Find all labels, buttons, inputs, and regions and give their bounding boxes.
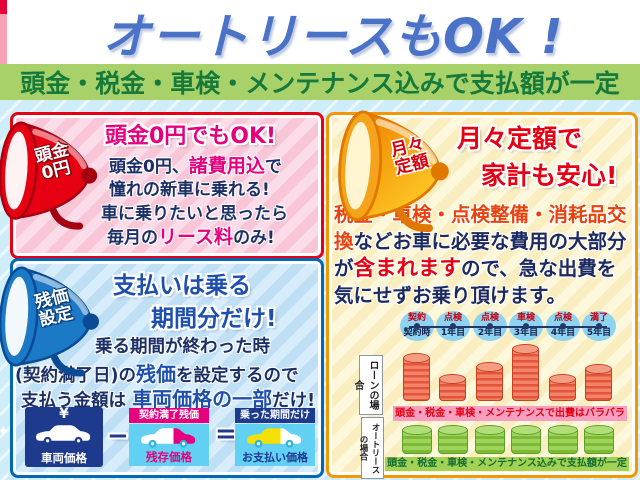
residual-line1: 乗る期間が終わった時 [95, 337, 270, 357]
car-icon [140, 428, 196, 448]
residual-price-label: 残存価格 [146, 450, 192, 464]
car-icon [35, 425, 91, 445]
timeline-dot [596, 323, 602, 329]
residual-heading-2: 期間分だけ! [151, 306, 277, 332]
panel-fixed-monthly: 月々定額で 家計も安心! 税金・車検・点検整備・消耗品交換などお車に必要な費用の… [326, 112, 638, 479]
timeline-bubble: 満了 5年目 [582, 311, 616, 341]
timeline-dot [487, 323, 493, 329]
equals-operator: = [215, 419, 237, 449]
timeline-dot [560, 323, 566, 329]
sparkle-icon: ✦ [0, 422, 10, 440]
zero-down-heading: 頭金0円でもOK! [105, 124, 277, 149]
residual-tag: 契約満了残価 [129, 408, 209, 423]
page-edge-strip [0, 0, 7, 64]
lease-caption: 頭金・税金・車検・メンテナンス込みで支払額が一定 [385, 457, 629, 471]
megaphone-orange: 月々 定額 [328, 110, 468, 236]
timeline-axis [409, 326, 607, 328]
loan-coin-stack [585, 364, 612, 401]
megaphone-red: 頭金 0円 [0, 114, 108, 240]
lease-coin-stack [548, 425, 578, 454]
yen-icon: ¥ [59, 406, 69, 422]
loan-coin-stack [439, 374, 466, 401]
loan-coin-stack [403, 353, 430, 401]
diagram-payment-box: 乗った期間だけ お支払い価格 [235, 408, 315, 466]
residual-line3: 支払う金額は 車両価格の一部だけ! [21, 387, 316, 411]
page-title: オートリースもOK ! [102, 9, 564, 65]
residual-heading-1: 支払いは乗る [113, 273, 251, 299]
lease-coin-stack [511, 425, 541, 454]
fixed-heading-2: 家計も安心! [481, 161, 618, 190]
timeline-dot [523, 323, 529, 329]
lease-coin-stack [402, 425, 432, 454]
loan-series-label: ローンの場合 [352, 355, 383, 415]
lease-coin-stack [584, 425, 614, 454]
loan-coin-stack [512, 344, 539, 401]
loan-caption: 頭金・税金・車検・メンテナンスで出費はバラバラ [393, 406, 627, 421]
payment-tag: 乗った期間だけ [235, 408, 315, 423]
timeline-dot [414, 323, 420, 329]
minus-operator: − [107, 421, 129, 451]
lease-coin-stack [475, 425, 505, 454]
timeline-dot [450, 323, 456, 329]
flyer-body: ✦ ✦ 頭金0円でもOK! 頭金0円、諸費用込で 憧れの新車に乗れる! 車に乗り… [0, 100, 640, 480]
lease-series-label: オートリースの場合 [358, 417, 384, 479]
payment-price-label: お支払い価格 [242, 451, 308, 464]
fixed-heading-1: 月々定額で [457, 124, 583, 153]
loan-coin-stack [549, 374, 576, 401]
expense-comparison-chart: 契約 契約時 点検 1年目 点検 2年目 車検 3年目 点検 4年目 満了 5年目 ローンの場合 頭金… [329, 311, 629, 479]
zero-down-line2: 憧れの新車に乗れる! [109, 180, 270, 200]
subtitle-text: 頭金・税金・車検・メンテナンス込みで支払額が一定 [20, 69, 620, 98]
zero-down-line1: 頭金0円、諸費用込で [109, 155, 282, 177]
lease-coin-stack [438, 425, 468, 454]
diagram-vehicle-price-box: ¥ 車両価格 [25, 407, 103, 467]
car-icon [246, 428, 302, 448]
zero-down-line4: 毎月のリース料のみ! [107, 226, 275, 248]
vehicle-price-label: 車両価格 [41, 451, 87, 465]
subtitle-bar: 頭金・税金・車検・メンテナンス込みで支払額が一定 [0, 64, 640, 100]
diagram-residual-box: 契約満了残価 残存価格 [129, 408, 209, 466]
loan-coin-stack [476, 362, 503, 401]
megaphone-blue: 残価 設定 [0, 260, 110, 386]
zero-down-line3: 車に乗りたいと思ったら [101, 204, 288, 224]
